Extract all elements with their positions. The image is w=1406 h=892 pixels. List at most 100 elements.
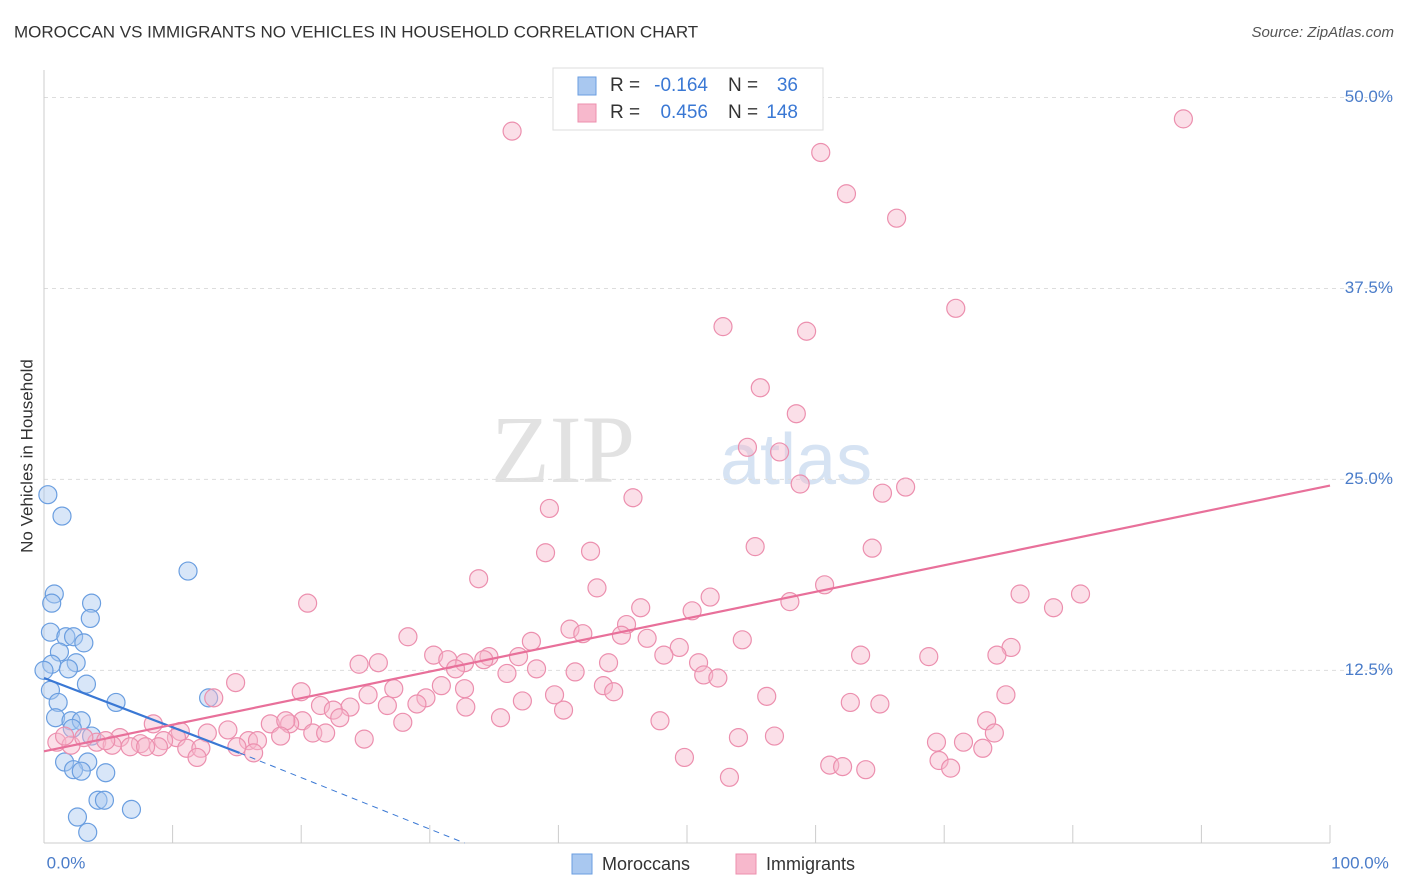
point <box>502 121 522 141</box>
point <box>856 760 876 780</box>
legend-label: N = <box>728 102 758 123</box>
point <box>52 506 72 526</box>
point <box>78 822 98 842</box>
point <box>604 682 624 702</box>
point <box>539 498 559 519</box>
point <box>469 569 489 589</box>
point <box>54 726 75 746</box>
point <box>953 732 974 752</box>
legend-swatch <box>571 853 593 875</box>
y-tick-label: 37.5% <box>1345 278 1393 297</box>
point <box>368 653 388 673</box>
point <box>424 645 444 665</box>
point <box>637 628 657 648</box>
point <box>580 541 601 561</box>
trend-line <box>43 484 1331 753</box>
plot-area: 12.5% 25.0% 37.5% 50.0% 0.0% 100.0% <box>34 70 1394 872</box>
point <box>454 679 475 699</box>
point <box>497 663 517 684</box>
point <box>76 674 97 694</box>
point <box>40 622 61 642</box>
point <box>674 747 695 768</box>
point <box>330 708 350 728</box>
point <box>946 298 966 318</box>
point <box>398 627 418 647</box>
point <box>719 767 740 787</box>
point <box>310 695 331 716</box>
point <box>984 723 1004 743</box>
point <box>393 712 413 732</box>
point <box>71 761 91 781</box>
trend-line <box>43 676 240 754</box>
point <box>80 608 100 629</box>
point <box>1010 584 1030 604</box>
watermark: ZIP <box>491 396 635 503</box>
y-axis-label: No Vehicles in Household <box>17 359 36 553</box>
point <box>836 184 857 204</box>
point <box>48 692 68 713</box>
source: Source: ZipAtlas.com <box>1251 24 1394 41</box>
point <box>1070 584 1091 604</box>
point <box>187 747 207 768</box>
point <box>565 662 585 682</box>
point <box>34 660 54 680</box>
point <box>996 685 1016 705</box>
point <box>728 727 749 748</box>
x-tick-label: 0.0% <box>47 853 86 872</box>
point <box>226 672 246 693</box>
point <box>63 760 84 780</box>
point <box>58 659 79 679</box>
legend-value: 148 <box>766 102 798 123</box>
point <box>349 654 369 674</box>
point <box>218 720 238 740</box>
point <box>598 653 619 673</box>
point <box>508 647 529 667</box>
point <box>456 697 476 717</box>
point <box>260 714 280 734</box>
point <box>811 142 831 163</box>
legend-entry: Immigrants <box>766 854 855 874</box>
point <box>121 799 142 819</box>
point <box>757 686 777 706</box>
x-tick-label: 100.0% <box>1331 853 1389 872</box>
point <box>560 619 580 639</box>
point <box>872 483 893 503</box>
point <box>81 593 102 613</box>
point <box>737 437 758 457</box>
legend-swatch <box>577 103 597 123</box>
point <box>407 694 427 714</box>
y-tick-label: 25.0% <box>1345 469 1393 488</box>
point <box>896 477 916 497</box>
point <box>941 758 961 778</box>
legend-label: N = <box>728 75 758 96</box>
point <box>732 630 752 650</box>
point <box>654 645 674 665</box>
legend-label: R = <box>610 75 640 96</box>
point <box>244 743 264 763</box>
point <box>764 726 785 746</box>
point <box>358 685 378 705</box>
point <box>682 601 702 621</box>
point <box>713 317 733 337</box>
point <box>700 587 720 607</box>
point <box>870 694 890 714</box>
chart-title: MOROCCAN VS IMMIGRANTS NO VEHICLES IN HO… <box>14 22 698 41</box>
point <box>973 738 993 758</box>
point <box>786 404 806 424</box>
point <box>688 653 709 673</box>
point <box>247 731 268 751</box>
point <box>298 593 318 613</box>
point <box>987 645 1007 665</box>
point <box>623 488 643 508</box>
legend-swatch <box>577 76 597 96</box>
point <box>276 711 296 731</box>
point <box>611 625 632 645</box>
point <box>323 700 343 720</box>
point <box>178 561 198 581</box>
point <box>66 653 86 673</box>
point <box>38 485 58 505</box>
point <box>67 807 88 827</box>
point <box>153 731 174 751</box>
point <box>521 631 541 651</box>
point <box>512 691 532 711</box>
